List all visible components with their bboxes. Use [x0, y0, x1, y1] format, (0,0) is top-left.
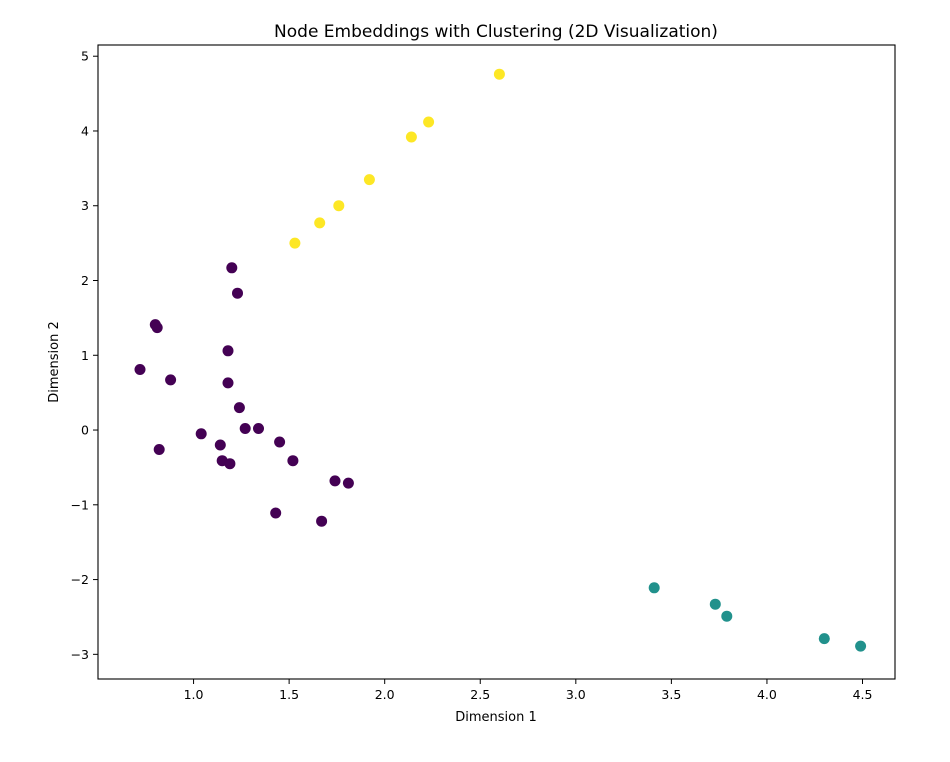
x-tick-label: 4.0 [757, 687, 777, 702]
data-point-cluster-0 [222, 345, 234, 357]
points-layer [134, 68, 867, 652]
data-point-cluster-0 [287, 455, 299, 467]
data-point-cluster-2 [493, 68, 505, 80]
data-point-cluster-0 [270, 507, 282, 519]
data-point-cluster-0 [151, 322, 163, 334]
y-axis-label: Dimension 2 [47, 321, 62, 403]
data-point-cluster-0 [233, 402, 245, 414]
y-tick-label: 3 [81, 198, 89, 213]
x-tick-label: 3.0 [566, 687, 586, 702]
y-tick-label: −2 [71, 572, 89, 587]
y-tick-label: −3 [71, 647, 89, 662]
data-point-cluster-0 [195, 428, 207, 440]
data-point-cluster-0 [134, 364, 146, 375]
x-tick-label: 3.5 [661, 687, 681, 702]
data-point-cluster-2 [423, 116, 435, 128]
x-tick-label: 4.5 [853, 687, 873, 702]
data-point-cluster-0 [214, 439, 226, 451]
data-point-cluster-0 [316, 515, 328, 527]
x-tick-label: 1.0 [184, 687, 204, 702]
data-point-cluster-1 [818, 633, 830, 645]
data-point-cluster-0 [274, 436, 286, 448]
data-point-cluster-0 [329, 475, 341, 487]
y-tick-label: 5 [81, 49, 89, 64]
data-point-cluster-0 [222, 377, 234, 389]
data-point-cluster-0 [165, 374, 177, 386]
x-tick-label: 2.5 [470, 687, 490, 702]
data-point-cluster-0 [153, 444, 165, 455]
data-point-cluster-2 [289, 237, 301, 249]
y-tick-label: 0 [81, 423, 89, 438]
x-axis-label: Dimension 1 [455, 710, 537, 725]
x-axis: 1.0 1.5 2.0 2.5 3.0 3.5 4.0 4.5 [184, 679, 873, 702]
data-point-cluster-0 [224, 458, 236, 470]
data-point-cluster-1 [648, 582, 660, 594]
y-axis: −3 −2 −1 0 1 2 3 4 5 [71, 49, 98, 662]
data-point-cluster-1 [855, 640, 867, 652]
data-point-cluster-0 [226, 262, 238, 274]
data-point-cluster-1 [721, 610, 733, 622]
data-point-cluster-0 [342, 477, 354, 489]
data-point-cluster-0 [239, 423, 251, 434]
plot-frame [97, 44, 896, 680]
y-tick-label: 4 [81, 123, 89, 138]
x-tick-label: 2.0 [375, 687, 395, 702]
data-point-cluster-1 [709, 598, 721, 610]
y-tick-label: −1 [71, 497, 89, 512]
y-tick-label: 2 [81, 273, 89, 288]
y-tick-label: 1 [81, 348, 89, 363]
chart-title: Node Embeddings with Clustering (2D Visu… [274, 22, 718, 42]
data-point-cluster-0 [253, 423, 264, 434]
x-tick-label: 1.5 [279, 687, 299, 702]
data-point-cluster-2 [405, 131, 417, 143]
data-point-cluster-2 [314, 217, 326, 229]
data-point-cluster-2 [333, 200, 345, 212]
data-point-cluster-2 [363, 174, 375, 186]
data-point-cluster-0 [232, 287, 243, 299]
